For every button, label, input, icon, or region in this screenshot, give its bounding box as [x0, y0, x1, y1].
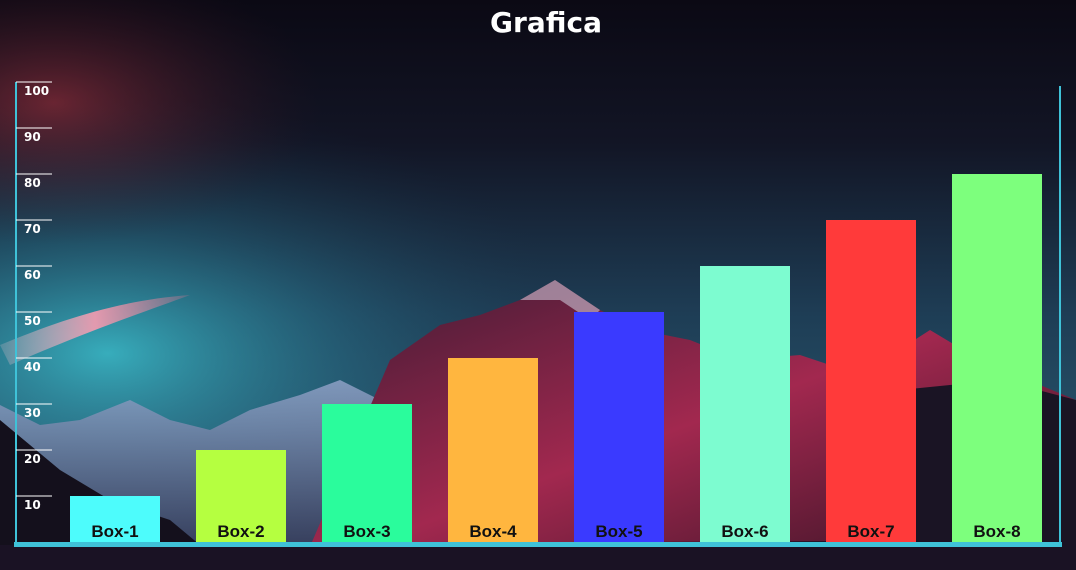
bar-label-2: Box-2	[217, 522, 264, 541]
bar-label-7: Box-7	[847, 522, 894, 541]
bar-1	[70, 496, 160, 542]
y-tick-label: 60	[24, 268, 41, 282]
y-tick-label: 30	[24, 406, 41, 420]
y-tick-label: 20	[24, 452, 41, 466]
bar-5	[574, 312, 664, 542]
bar-label-4: Box-4	[469, 522, 517, 541]
y-tick-label: 80	[24, 176, 41, 190]
y-tick-label: 100	[24, 84, 49, 98]
bar-4	[448, 358, 538, 542]
bar-label-3: Box-3	[343, 522, 390, 541]
y-tick-label: 50	[24, 314, 41, 328]
y-axis-ticks: 10 20 30 40 50 60 70 80 90 100	[16, 81, 52, 512]
bar-labels: Box-1 Box-2 Box-3 Box-4 Box-5 Box-6 Box-7 Box-8	[91, 522, 1020, 541]
y-tick-label: 90	[24, 130, 41, 144]
y-tick-label: 70	[24, 222, 41, 236]
bar-label-8: Box-8	[973, 522, 1020, 541]
bar-2	[196, 450, 286, 542]
bar-series	[70, 174, 1042, 542]
bar-label-1: Box-1	[91, 522, 138, 541]
chart-title: Grafica	[490, 6, 602, 39]
bar-6	[700, 266, 790, 542]
y-tick-label: 10	[24, 498, 41, 512]
bar-label-6: Box-6	[721, 522, 768, 541]
bar-3	[322, 404, 412, 542]
y-tick-label: 40	[24, 360, 41, 374]
bar-7	[826, 220, 916, 542]
x-axis-base	[14, 542, 1062, 547]
bar-8	[952, 174, 1042, 542]
bar-label-5: Box-5	[595, 522, 642, 541]
